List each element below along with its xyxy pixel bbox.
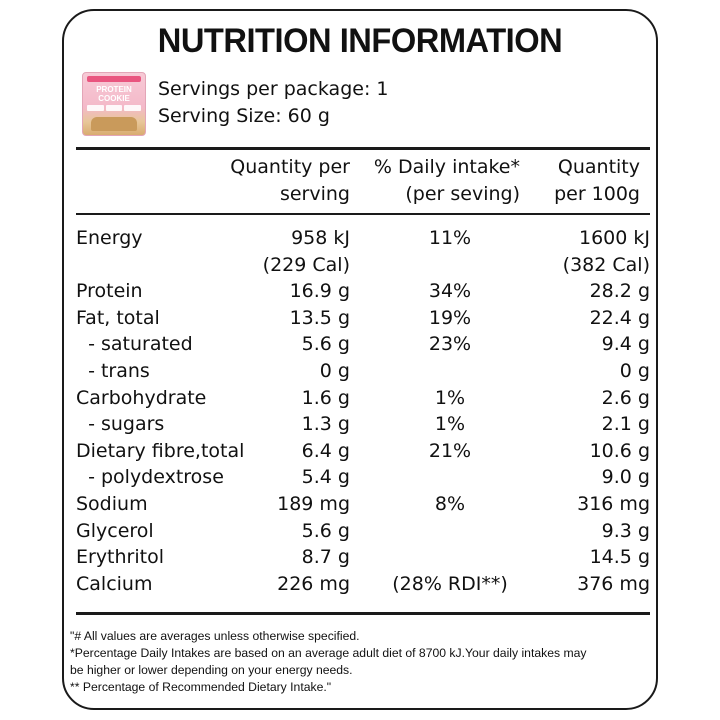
footnote-line: *Percentage Daily Intakes are based on a… (70, 646, 587, 660)
footnote-line: be higher or lower depending on your ene… (70, 663, 353, 677)
daily-intake: 1% (434, 413, 466, 436)
quantity-per-100g: 0 g (619, 360, 650, 382)
quantity-per-serving: 5.6 g (301, 519, 350, 542)
quantity-per-serving: 6.4 g (301, 439, 350, 462)
quantity-per-100g: 2.1 g (601, 413, 650, 436)
quantity-per-100g: 22.4 g (589, 306, 650, 329)
quantity-per-serving: 0 g (319, 360, 350, 382)
daily-intake: 21% (428, 439, 472, 462)
nutrient-label: Erythritol (76, 546, 164, 569)
header-quantity-per-serving: Quantity per serving (230, 156, 350, 205)
nutrient-label: Fat, total (76, 306, 160, 329)
divider-header (76, 213, 650, 215)
quantity-per-100g: 14.5 g (589, 546, 650, 569)
header-quantity-per-100g: Quantity per 100g (554, 156, 640, 205)
daily-intake: 1% (434, 386, 466, 409)
nutrient-label: - saturated (76, 333, 193, 356)
daily-intake: 23% (428, 333, 472, 356)
quantity-per-serving: 226 mg (277, 572, 350, 595)
quantity-per-serving: (229 Cal) (262, 253, 350, 276)
quantity-per-100g: 376 mg (577, 572, 650, 595)
nutrient-label: Protein (76, 280, 143, 303)
product-image: PROTEIN COOKIE (82, 72, 146, 136)
nutrient-label: - polydextrose (76, 466, 224, 489)
nutrient-label: Glycerol (76, 519, 154, 542)
pack-brand-text: PROTEIN COOKIE (96, 85, 132, 103)
quantity-per-serving: 16.9 g (289, 280, 350, 303)
pack-badges (87, 105, 142, 111)
footnote-line: ** Percentage of Recommended Dietary Int… (70, 680, 332, 694)
servings-per-package: Servings per package: 1 (158, 78, 389, 100)
quantity-per-100g: 316 mg (577, 493, 650, 515)
quantity-per-serving: 1.3 g (301, 413, 350, 436)
header-daily-intake: % Daily intake* (per seving) (373, 156, 520, 205)
quantity-per-serving: 958 kJ (291, 227, 350, 249)
quantity-per-100g: (382 Cal) (562, 253, 650, 276)
nutrient-label: Energy (76, 227, 143, 249)
quantity-per-serving: 189 mg (277, 493, 350, 515)
quantity-per-serving: 5.6 g (301, 333, 350, 356)
quantity-per-100g: 10.6 g (589, 439, 650, 462)
quantity-per-serving: 1.6 g (301, 386, 350, 409)
daily-intake: 8% (434, 493, 466, 515)
nutrient-label: - sugars (76, 413, 165, 436)
nutrition-panel (62, 9, 658, 710)
page-title: NUTRITION INFORMATION (157, 22, 563, 60)
divider-top (76, 147, 650, 150)
nutrient-label: - trans (76, 360, 150, 382)
quantity-per-100g: 28.2 g (589, 280, 650, 303)
pack-cookie (91, 117, 137, 131)
quantity-per-100g: 9.0 g (601, 466, 650, 489)
pack-stripe (87, 76, 141, 82)
nutrient-label: Dietary fibre,total (76, 439, 245, 462)
daily-intake: 19% (428, 306, 472, 329)
daily-intake: 34% (428, 280, 472, 303)
quantity-per-serving: 8.7 g (301, 546, 350, 569)
quantity-per-100g: 1600 kJ (579, 227, 650, 249)
quantity-per-100g: 2.6 g (601, 386, 650, 409)
daily-intake: 11% (428, 227, 472, 249)
footnote-line: "# All values are averages unless otherw… (70, 629, 360, 643)
footnotes: "# All values are averages unless otherw… (70, 628, 650, 696)
nutrient-label: Calcium (76, 572, 153, 595)
nutrient-label: Sodium (76, 493, 148, 515)
quantity-per-100g: 9.3 g (601, 519, 650, 542)
nutrient-label: Carbohydrate (76, 386, 207, 409)
serving-size: Serving Size: 60 g (158, 105, 330, 127)
daily-intake: (28% RDI**) (392, 572, 508, 595)
quantity-per-100g: 9.4 g (601, 333, 650, 356)
quantity-per-serving: 13.5 g (289, 306, 350, 329)
divider-bottom (76, 612, 650, 615)
quantity-per-serving: 5.4 g (301, 466, 350, 489)
